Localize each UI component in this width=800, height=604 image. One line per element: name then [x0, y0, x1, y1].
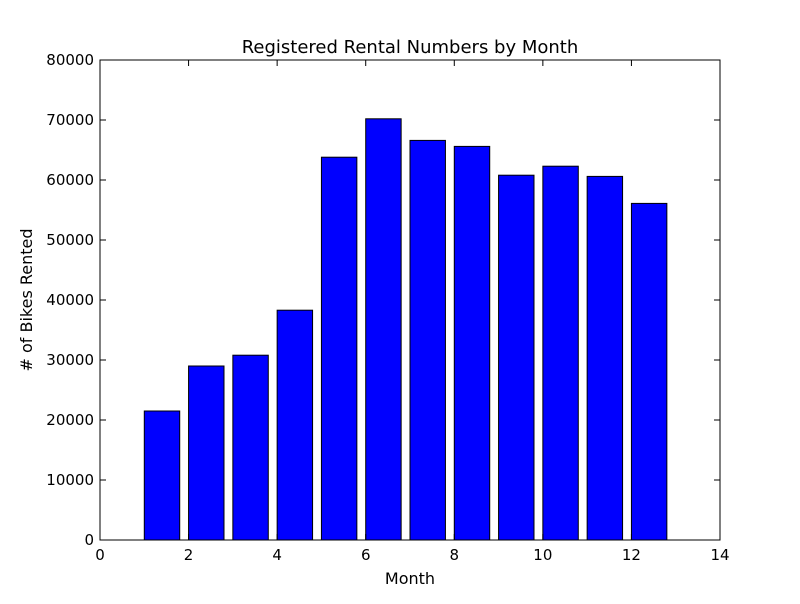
bar-month-6 — [365, 118, 402, 541]
y-tick-label: 40000 — [46, 291, 94, 309]
y-tick-label: 10000 — [46, 471, 94, 489]
bar-month-1 — [143, 410, 181, 541]
bar-month-5 — [320, 156, 358, 541]
x-tick-label: 6 — [361, 546, 371, 564]
y-tick-label: 50000 — [46, 231, 94, 249]
axis-ticks-group: 0 2 4 6 8 10 12 14 0 10000 20000 30000 40000 50000 600… — [46, 51, 729, 564]
x-tick-label: 12 — [622, 546, 641, 564]
bars-group — [143, 118, 668, 541]
x-tick-label: 14 — [710, 546, 729, 564]
x-tick-label: 8 — [450, 546, 460, 564]
bar-month-10 — [542, 165, 579, 541]
y-tick-label: 0 — [84, 531, 94, 549]
y-tick-label: 30000 — [46, 351, 94, 369]
bar-month-3 — [232, 354, 269, 541]
x-tick-label: 4 — [272, 546, 282, 564]
x-tick-label: 0 — [95, 546, 105, 564]
bar-month-9 — [498, 174, 535, 541]
x-axis-label: Month — [385, 569, 435, 588]
y-tick-label: 80000 — [46, 51, 94, 69]
y-tick-label: 60000 — [46, 171, 94, 189]
bar-month-11 — [586, 175, 624, 541]
chart-title: Registered Rental Numbers by Month — [242, 37, 579, 58]
bar-month-2 — [188, 365, 225, 541]
x-tick-label: 10 — [533, 546, 552, 564]
y-axis-label: # of Bikes Rented — [17, 228, 36, 371]
y-tick-label: 20000 — [46, 411, 94, 429]
bar-month-7 — [409, 139, 446, 541]
x-tick-label: 2 — [184, 546, 194, 564]
y-tick-label: 70000 — [46, 111, 94, 129]
bar-month-4 — [276, 309, 314, 541]
bar-month-12 — [630, 202, 668, 541]
bar-month-8 — [453, 145, 491, 541]
